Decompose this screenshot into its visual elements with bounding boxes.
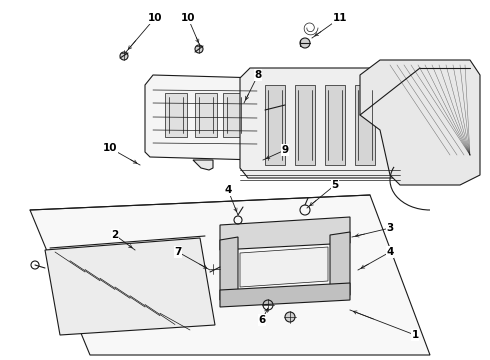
Polygon shape: [45, 238, 215, 335]
Text: 10: 10: [181, 13, 195, 23]
Polygon shape: [355, 85, 375, 165]
Text: 10: 10: [148, 13, 162, 23]
Text: 10: 10: [103, 143, 117, 153]
Circle shape: [120, 52, 128, 60]
Polygon shape: [195, 93, 217, 137]
Text: 1: 1: [412, 330, 418, 340]
Polygon shape: [325, 85, 345, 165]
Text: 4: 4: [386, 247, 393, 257]
Polygon shape: [240, 247, 328, 287]
Polygon shape: [330, 232, 350, 298]
Polygon shape: [165, 93, 187, 137]
Text: 3: 3: [387, 223, 393, 233]
Text: 8: 8: [254, 70, 262, 80]
Polygon shape: [285, 99, 297, 113]
Polygon shape: [193, 160, 213, 170]
Text: 5: 5: [331, 180, 339, 190]
Polygon shape: [265, 85, 285, 165]
Text: 6: 6: [258, 315, 266, 325]
Circle shape: [195, 45, 203, 53]
Circle shape: [285, 312, 295, 322]
Text: 4: 4: [224, 185, 232, 195]
Polygon shape: [240, 68, 430, 178]
Polygon shape: [295, 85, 315, 165]
Text: 2: 2: [111, 230, 119, 240]
Polygon shape: [223, 93, 245, 137]
Polygon shape: [30, 195, 430, 355]
Polygon shape: [220, 217, 350, 250]
Circle shape: [300, 38, 310, 48]
Text: 11: 11: [333, 13, 347, 23]
Polygon shape: [360, 60, 480, 185]
Text: 7: 7: [174, 247, 182, 257]
Polygon shape: [220, 237, 238, 300]
Text: 9: 9: [281, 145, 289, 155]
Polygon shape: [145, 75, 265, 160]
Polygon shape: [220, 283, 350, 307]
